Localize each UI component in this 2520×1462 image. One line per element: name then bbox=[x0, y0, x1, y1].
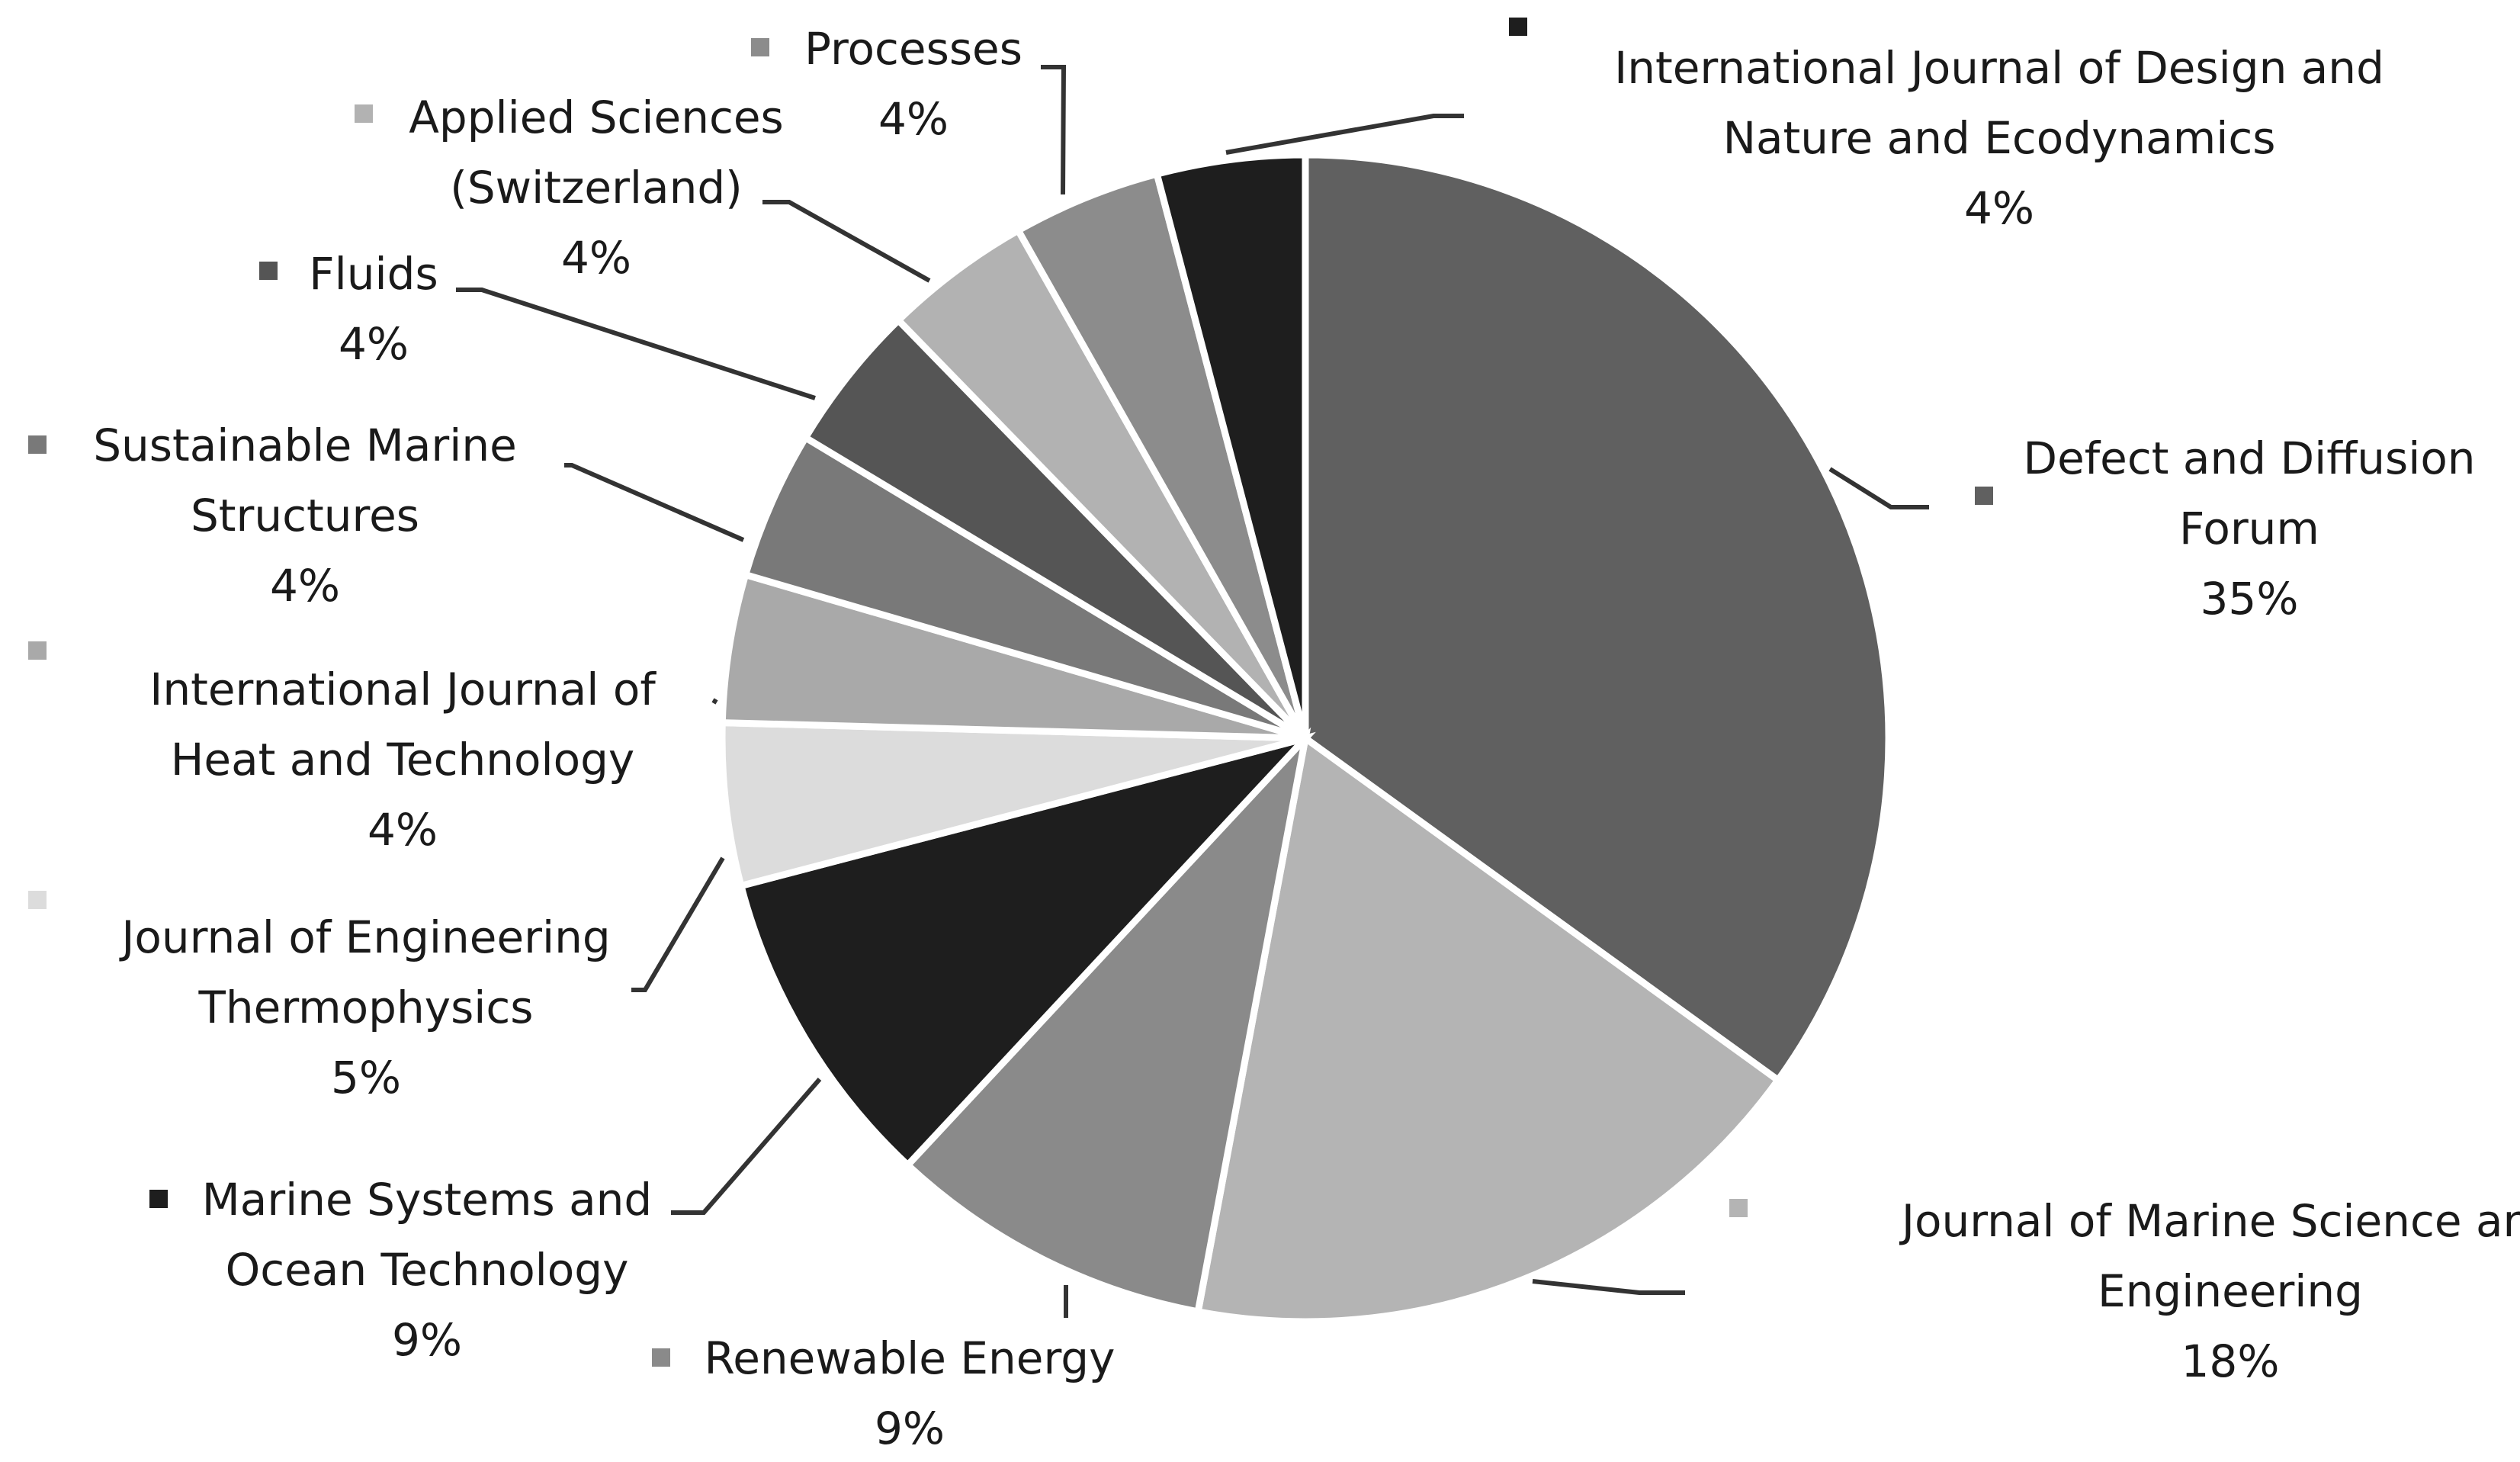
leader-line-1 bbox=[1828, 467, 1929, 509]
slice-name-label-11: International Journal of Design and bbox=[1614, 42, 2384, 94]
pie-slice-11 bbox=[1152, 151, 1309, 740]
slice-name-label-2: Engineering bbox=[2098, 1265, 2363, 1317]
slices-layer bbox=[718, 151, 1892, 1325]
slice-percent-label-7: 4% bbox=[270, 560, 340, 612]
legend-marker-2 bbox=[1729, 1199, 1748, 1217]
leader-line-4 bbox=[671, 1078, 822, 1215]
slice-name-label-4: Ocean Technology bbox=[226, 1244, 629, 1296]
pie-slice-3 bbox=[903, 727, 1311, 1316]
slice-percent-label-5: 5% bbox=[331, 1052, 401, 1104]
legend-marker-5 bbox=[28, 891, 47, 909]
slice-name-label-7: Sustainable Marine bbox=[93, 419, 517, 471]
slice-percent-label-9: 4% bbox=[561, 232, 631, 284]
slice-name-label-7: Structures bbox=[191, 490, 419, 541]
slice-name-label-5: Journal of Engineering bbox=[119, 911, 610, 963]
slice-name-label-6: International Journal of bbox=[149, 664, 656, 715]
slice-name-label-9: Applied Sciences bbox=[409, 92, 784, 143]
legend-marker-10 bbox=[751, 38, 769, 56]
legend-marker-11 bbox=[1509, 18, 1527, 36]
slice-name-label-3: Renewable Energy bbox=[705, 1332, 1116, 1384]
leader-line-10 bbox=[1041, 65, 1067, 195]
slice-percent-label-2: 18% bbox=[2181, 1335, 2280, 1387]
legend-marker-3 bbox=[652, 1348, 670, 1367]
leader-line-6 bbox=[711, 698, 718, 705]
leader-line-7 bbox=[564, 463, 745, 542]
slice-percent-label-6: 4% bbox=[368, 804, 438, 856]
legend-marker-9 bbox=[355, 104, 373, 123]
legend-marker-1 bbox=[1975, 487, 1993, 505]
slice-name-label-11: Nature and Ecodynamics bbox=[1723, 112, 2276, 164]
slice-percent-label-1: 35% bbox=[2201, 573, 2299, 625]
legend-marker-7 bbox=[28, 435, 47, 454]
slice-name-label-5: Thermophysics bbox=[197, 982, 533, 1033]
leader-line-2 bbox=[1532, 1279, 1685, 1295]
pie-slice-1 bbox=[1302, 151, 1892, 1085]
pie-slice-4 bbox=[737, 731, 1316, 1171]
leader-lines-layer bbox=[456, 65, 1929, 1318]
labels-layer: Defect and Diffusion Forum 35% Journal of M… bbox=[28, 18, 2520, 1454]
slice-name-label-1: Forum bbox=[2179, 503, 2319, 554]
slice-percent-label-10: 4% bbox=[878, 93, 949, 145]
slice-name-label-6: Heat and Technology bbox=[171, 734, 634, 786]
slice-name-label-2: Journal of Marine Science and bbox=[1899, 1195, 2520, 1247]
slice-percent-label-3: 9% bbox=[875, 1403, 945, 1454]
pie-slice-2 bbox=[1193, 732, 1783, 1325]
slice-name-label-1: Defect and Diffusion bbox=[2023, 432, 2475, 484]
leader-line-5 bbox=[631, 856, 725, 992]
slice-percent-label-11: 4% bbox=[1964, 182, 2034, 234]
legend-marker-6 bbox=[28, 641, 47, 660]
slice-name-label-9: (Switzerland) bbox=[450, 162, 743, 214]
pie-slice-5 bbox=[718, 718, 1307, 890]
leader-line-11 bbox=[1225, 114, 1464, 155]
legend-marker-4 bbox=[149, 1190, 168, 1208]
slice-percent-label-4: 9% bbox=[392, 1314, 462, 1366]
legend-marker-8 bbox=[259, 262, 278, 280]
leader-line-9 bbox=[762, 200, 931, 283]
slice-name-label-8: Fluids bbox=[309, 248, 438, 300]
leader-line-8 bbox=[456, 288, 816, 400]
slice-percent-label-8: 4% bbox=[339, 318, 409, 370]
slice-name-label-10: Processes bbox=[804, 23, 1022, 75]
slice-name-label-4: Marine Systems and bbox=[202, 1174, 652, 1226]
